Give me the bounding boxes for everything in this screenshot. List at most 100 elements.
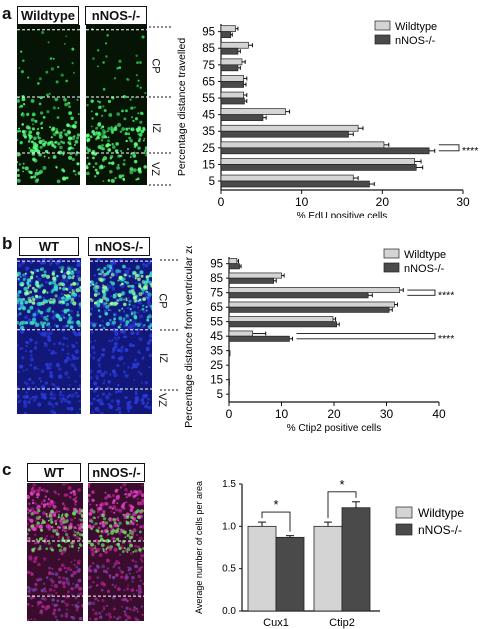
cell-dot [68, 384, 71, 387]
cell-dot [139, 61, 142, 64]
cell-dot [34, 583, 38, 586]
cell-dot [104, 491, 107, 494]
y-tick-label: 1.5 [222, 479, 236, 490]
cell-dot [145, 309, 148, 312]
cell-dot [86, 156, 89, 159]
cell-dot [139, 579, 143, 582]
cell-dot [98, 315, 102, 318]
cell-dot [105, 304, 110, 309]
cell-dot [145, 348, 150, 352]
cell-dot [49, 366, 52, 370]
cell-dot [49, 297, 52, 300]
cell-dot [144, 404, 149, 409]
cell-dot [110, 510, 113, 513]
cell-dot [27, 494, 30, 500]
cell-dot [62, 325, 65, 328]
cell-dot [102, 180, 105, 183]
cell-dot [139, 120, 143, 124]
cell-dot [115, 345, 118, 348]
cell-dot [49, 518, 53, 522]
micrograph-label-knockout: nNOS-/- [85, 6, 147, 25]
cell-dot [67, 400, 71, 404]
cell-dot [69, 151, 73, 156]
cell-dot [43, 155, 46, 158]
cell-dot [55, 592, 58, 595]
cell-dot [126, 148, 129, 151]
cell-dot [150, 282, 152, 286]
cell-dot [121, 127, 126, 131]
cell-dot [69, 146, 73, 150]
cell-dot [122, 162, 126, 166]
cell-dot [131, 366, 134, 369]
cell-dot [42, 557, 47, 561]
cell-dot [92, 133, 95, 136]
cell-dot [41, 274, 44, 277]
cell-dot [63, 529, 68, 533]
cell-dot [17, 344, 19, 347]
cell-dot [43, 270, 47, 274]
cell-dot [133, 315, 138, 319]
cell-dot [134, 117, 139, 121]
y-tick-label: 95 [210, 259, 223, 271]
cell-dot [42, 165, 47, 171]
cell-dot [103, 326, 106, 330]
cell-dot [68, 105, 72, 109]
cell-dot [29, 275, 34, 280]
bar-wildtype [313, 525, 343, 612]
cell-dot [105, 297, 110, 302]
cell-dot [27, 170, 31, 173]
cell-dot [93, 152, 96, 156]
cell-dot [141, 484, 144, 487]
legend-label-wildtype: Wildtype [418, 506, 464, 520]
cell-dot [110, 272, 115, 277]
cell-dot [63, 504, 66, 507]
cell-dot [97, 309, 101, 312]
bar-knockout [220, 97, 245, 105]
cell-dot [90, 340, 92, 344]
cell-dot [147, 280, 151, 284]
cell-dot [27, 286, 30, 289]
cell-dot [127, 410, 130, 413]
cell-dot [93, 388, 97, 393]
legend-label-knockout: nNOS-/- [418, 523, 462, 537]
cell-dot [66, 406, 70, 410]
x-tick-label: 20 [376, 195, 390, 209]
cell-dot [144, 393, 148, 398]
cell-dot [116, 617, 119, 621]
cell-dot [108, 113, 113, 117]
cell-dot [105, 55, 108, 58]
cell-dot [108, 404, 113, 409]
cell-dot [113, 521, 117, 525]
cell-dot [143, 137, 146, 140]
cell-dot [29, 305, 34, 310]
cell-dot [109, 318, 112, 322]
cell-dot [39, 545, 42, 548]
cell-dot [77, 561, 80, 565]
cell-dot [126, 403, 130, 407]
cell-dot [33, 136, 37, 141]
cell-dot [132, 495, 136, 499]
cell-dot [125, 521, 130, 525]
cell-dot [46, 110, 50, 114]
cell-dot [122, 506, 126, 510]
cell-dot [41, 520, 46, 524]
cell-dot [131, 580, 134, 583]
cell-dot [38, 547, 42, 551]
cell-dot [40, 369, 45, 373]
cell-dot [95, 281, 98, 285]
cell-dot [25, 344, 28, 347]
cell-dot [28, 299, 33, 304]
cell-dot [141, 283, 144, 286]
bar-knockout [228, 306, 390, 313]
cell-dot [62, 521, 65, 524]
cell-dot [132, 512, 136, 517]
cell-dot [87, 162, 91, 166]
cell-dot [99, 357, 102, 360]
cell-dot [25, 368, 28, 372]
cell-dot [90, 110, 93, 113]
cell-dot [22, 277, 26, 282]
zone-boundary-markers-b [160, 259, 178, 391]
cell-dot [148, 324, 152, 328]
cell-dot [18, 312, 22, 316]
cell-dot [94, 289, 98, 293]
